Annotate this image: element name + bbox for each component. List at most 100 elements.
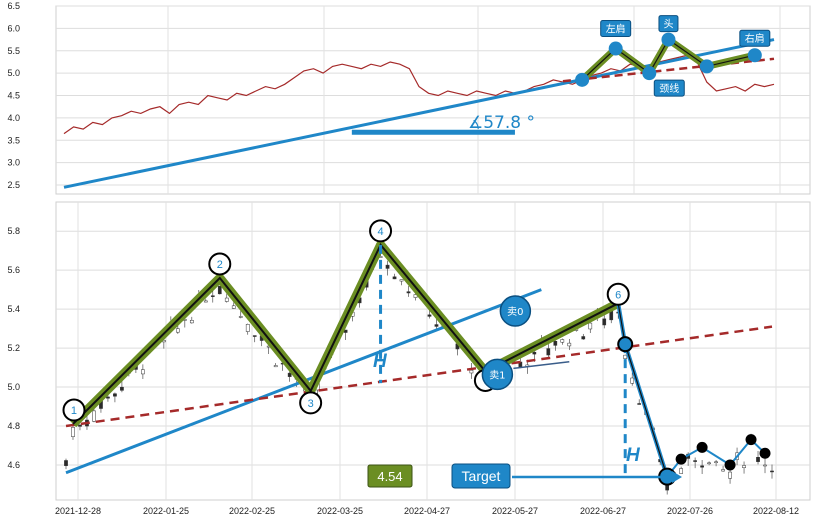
- candle-body: [763, 464, 767, 467]
- x-tick-label: 2022-03-25: [317, 506, 363, 516]
- candle-body: [120, 386, 124, 391]
- post-breakout-point: [724, 459, 736, 471]
- post-breakout-point: [696, 441, 708, 453]
- candle-body: [588, 322, 593, 330]
- x-tick-label: 2022-08-12: [753, 506, 799, 516]
- candle-body: [210, 295, 215, 297]
- candle-body: [630, 377, 635, 384]
- pattern-point-number: 2: [217, 259, 223, 271]
- target-arrow-head: [672, 471, 682, 483]
- bottom-y-tick-label: 5.6: [7, 265, 20, 275]
- candle-body: [392, 276, 397, 280]
- top-y-tick-label: 2.5: [7, 180, 20, 190]
- candle-body: [469, 369, 474, 374]
- sell-signal-bubble: [481, 358, 514, 391]
- sell-signal-label: 卖0: [507, 306, 523, 318]
- top-y-tick-label: 6.0: [7, 23, 20, 33]
- x-tick-label: 2022-04-27: [404, 506, 450, 516]
- candle-body: [287, 372, 292, 377]
- candle-body: [92, 410, 96, 422]
- top-y-tick-label: 5.5: [7, 46, 20, 56]
- value-badge-box: [367, 464, 413, 488]
- candle-body: [64, 460, 68, 466]
- pattern-point-number: 1: [71, 405, 77, 417]
- top-pattern-point: [661, 32, 676, 47]
- top-y-tick-label: 6.5: [7, 1, 20, 11]
- sell-connector: [513, 360, 570, 370]
- candle-body: [700, 465, 704, 468]
- candle-body: [399, 279, 404, 282]
- candle-body: [78, 424, 82, 427]
- candle-body: [141, 369, 145, 375]
- post-breakout-point: [745, 434, 757, 446]
- top-y-tick-label: 5.0: [7, 68, 20, 78]
- candle-body: [546, 348, 551, 356]
- bottom-candlestick-panel: 4.6 4.8 5.0 5.2 5.4 5.6 5.8 2021-12-28 2022-01-2…: [7, 201, 811, 516]
- bottom-y-tick-label: 4.8: [7, 421, 20, 431]
- pattern-label-box: [739, 29, 771, 47]
- top-neckline: [562, 57, 775, 83]
- pattern-point-marker: [299, 391, 323, 415]
- post-breakout-point: [675, 453, 687, 465]
- x-tick-label: 2022-06-27: [580, 506, 626, 516]
- candle-body: [203, 300, 208, 303]
- sell-signal-label: 卖1: [489, 369, 505, 381]
- candle-body: [742, 465, 746, 468]
- candle-body: [770, 470, 774, 473]
- pattern-label: 左肩: [606, 23, 626, 36]
- pattern-point-marker: [62, 398, 86, 422]
- breakout-point: [617, 336, 634, 353]
- candle-body: [427, 314, 432, 317]
- candle-body: [434, 324, 439, 327]
- candle-body: [581, 336, 586, 340]
- candle-body: [623, 354, 628, 359]
- candle-body: [413, 294, 418, 298]
- candle-body: [224, 297, 229, 302]
- x-tick-label: 2022-02-25: [229, 506, 275, 516]
- top-y-tick-label: 3.0: [7, 158, 20, 168]
- pattern-label: 颈线: [659, 82, 679, 95]
- target-box: [451, 463, 511, 489]
- candle-body: [679, 468, 683, 474]
- bottom-y-tick-label: 4.6: [7, 460, 20, 470]
- candle-body: [273, 365, 278, 368]
- top-pattern-point: [747, 48, 762, 63]
- top-pattern-point: [642, 66, 657, 81]
- candle-body: [217, 285, 222, 295]
- candle-body: [721, 469, 725, 472]
- height-marker-label: H: [373, 351, 388, 372]
- top-y-tick-label: 4.0: [7, 113, 20, 123]
- x-tick-label: 2022-07-26: [667, 506, 713, 516]
- pattern-label: 头: [663, 19, 673, 31]
- candle-body: [728, 471, 732, 479]
- candle-body: [714, 461, 718, 464]
- candle-body: [71, 427, 75, 437]
- bottom-pattern-line: [72, 242, 619, 425]
- top-y-tick-label: 3.5: [7, 135, 20, 145]
- candle-body: [560, 339, 565, 343]
- candle-body: [385, 264, 390, 269]
- candle-body: [106, 396, 110, 399]
- candle-body: [113, 393, 117, 397]
- pattern-point-number: 6: [615, 289, 621, 301]
- pattern-point-marker: [208, 252, 232, 276]
- candle-body: [252, 335, 257, 337]
- x-tick-label: 2021-12-28: [55, 506, 101, 516]
- pattern-label-box: [658, 15, 679, 33]
- candle-body: [238, 316, 243, 318]
- candle-body: [406, 291, 411, 294]
- pattern-label-box: [653, 79, 685, 97]
- candle-body: [602, 318, 607, 326]
- bottom-y-tick-label: 5.0: [7, 382, 20, 392]
- pattern-label-box: [600, 20, 632, 38]
- candle-body: [693, 460, 697, 462]
- top-pattern-point: [699, 59, 714, 74]
- x-tick-label: 2022-01-25: [143, 506, 189, 516]
- angle-label: ∡57.8 °: [468, 113, 535, 133]
- candle-body: [175, 328, 180, 333]
- target-label: Target: [462, 468, 501, 484]
- candle-body: [637, 403, 642, 405]
- sell-signal-bubble: [499, 295, 532, 327]
- post-breakout-point: [759, 447, 771, 459]
